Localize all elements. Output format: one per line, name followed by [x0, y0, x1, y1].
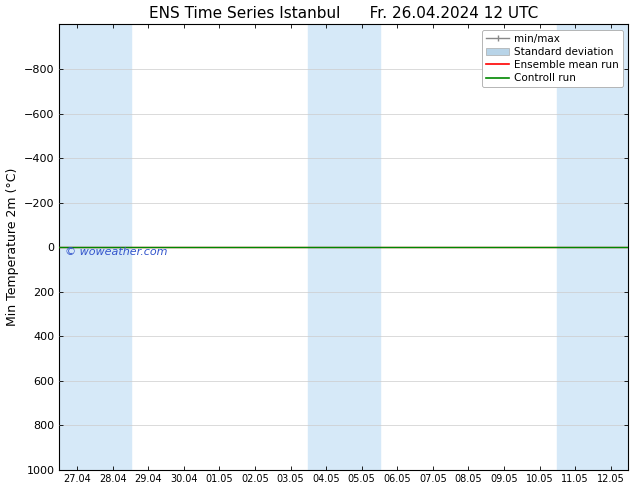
Bar [593, 24, 628, 469]
Legend: min/max, Standard deviation, Ensemble mean run, Controll run: min/max, Standard deviation, Ensemble me… [482, 30, 623, 87]
Bar [60, 24, 95, 469]
Bar [557, 24, 593, 469]
Title: ENS Time Series Istanbul      Fr. 26.04.2024 12 UTC: ENS Time Series Istanbul Fr. 26.04.2024 … [150, 5, 539, 21]
Bar [308, 24, 344, 469]
Bar [344, 24, 380, 469]
Text: © woweather.com: © woweather.com [65, 247, 167, 257]
Bar [95, 24, 131, 469]
Y-axis label: Min Temperature 2m (°C): Min Temperature 2m (°C) [6, 168, 18, 326]
